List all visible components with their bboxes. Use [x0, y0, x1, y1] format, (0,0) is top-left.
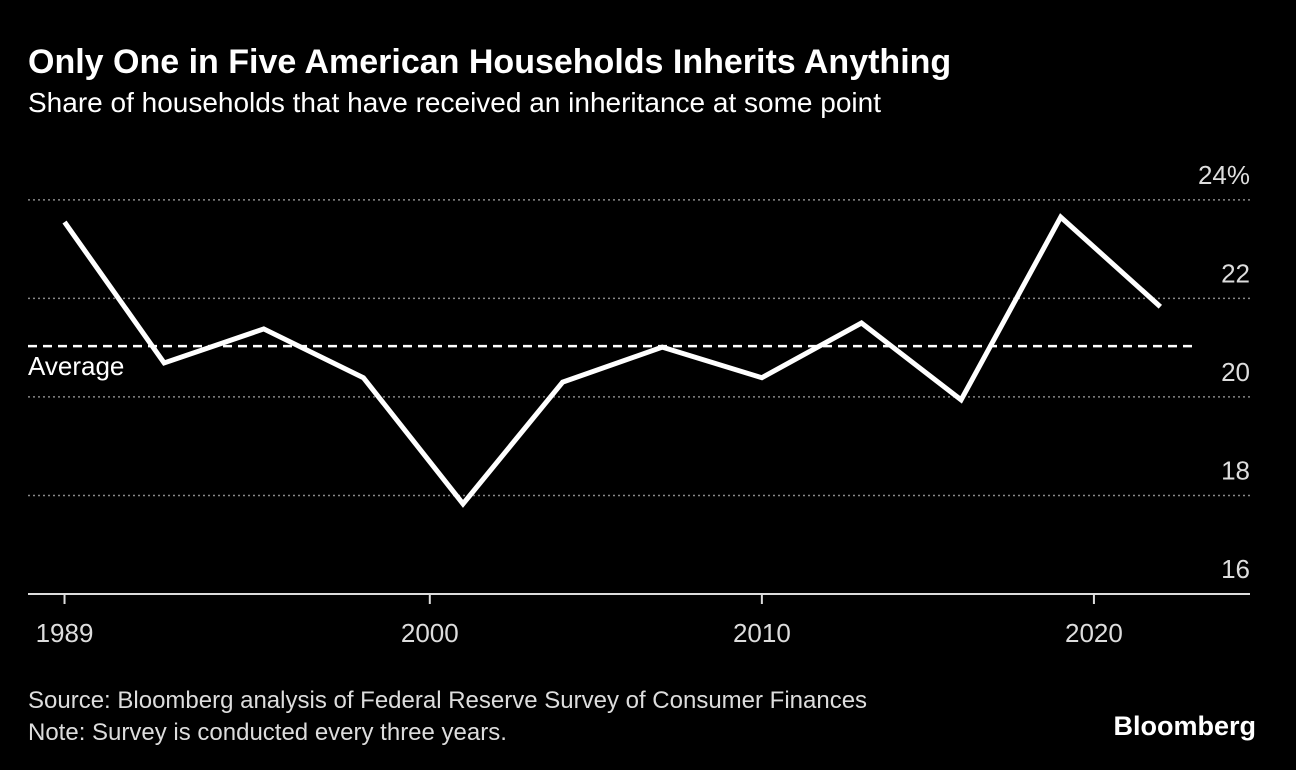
- brand: Bloomberg: [1113, 711, 1256, 741]
- x-tick-label: 2010: [733, 618, 791, 648]
- x-tick-label: 1989: [36, 618, 94, 648]
- y-tick-label: 24%: [1198, 160, 1250, 190]
- y-tick-label: 16: [1221, 554, 1250, 584]
- x-tick-label: 2000: [401, 618, 459, 648]
- line-series: [62, 213, 1163, 508]
- chart-title: Only One in Five American Households Inh…: [28, 43, 951, 81]
- y-tick-label: 18: [1221, 455, 1250, 485]
- note: Note: Survey is conducted every three ye…: [28, 719, 507, 746]
- y-tick-label: 20: [1221, 357, 1250, 387]
- chart-subtitle: Share of households that have received a…: [28, 87, 881, 118]
- y-tick-label: 22: [1221, 258, 1250, 288]
- source: Source: Bloomberg analysis of Federal Re…: [28, 687, 867, 714]
- x-tick-label: 2020: [1065, 618, 1123, 648]
- average-label: Average: [28, 351, 124, 381]
